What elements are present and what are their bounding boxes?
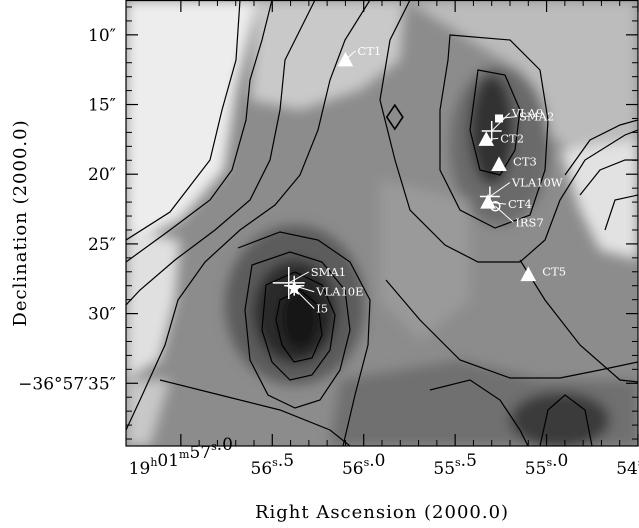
source-irs7: IRS7 [490,201,544,229]
y-tick-label: 30″ [88,305,116,325]
y-tick-label: 15″ [88,96,116,116]
source-leader-line [489,182,511,197]
source-label: CT5 [542,265,566,279]
source-leader-line [293,288,315,309]
source-leader-line [486,137,499,140]
source-label: SMA2 [519,109,554,123]
x-tick-label: 55s.5 [433,451,477,479]
source-label: CT2 [500,131,524,145]
source-label: CT3 [513,154,537,168]
x-axis-title: Right Ascension (2000.0) [255,502,509,523]
source-label: SMA1 [311,265,346,279]
source-sma2: SMA2 [495,109,554,123]
source-label: VLA9 [511,106,544,120]
source-label: VLA10W [511,176,563,190]
source-label: CT4 [508,197,532,211]
circle-marker [490,201,501,212]
source-leader-line [288,271,309,284]
y-tick-label: 25″ [88,235,116,255]
source-ct2: CT2 [478,131,524,146]
y-tick-label: −36°57′35″ [18,374,116,394]
triangle-marker [520,266,537,282]
source-sma1: SMA1 [272,265,346,299]
source-leader-line [498,115,518,119]
y-tick-label: 20″ [88,165,116,185]
star-marker [286,280,302,295]
intensity-map [126,0,638,446]
source-leader-line [488,201,507,205]
y-tick-label: 10″ [88,26,116,46]
source-leader-line [345,50,356,61]
axis-ticks [126,0,639,446]
x-tick-labels: 19h01m57s.0 56s.5 56s.0 55s.5 55s.0 54s.5 [129,435,639,479]
source-label: IRS7 [515,215,543,229]
triangle-marker [491,156,507,171]
y-tick-labels: 10″ 15″ 20″ 25″ 30″ −36°57′35″ [18,26,116,394]
x-tick-label: 19h01m57s.0 [129,435,233,479]
source-label: CT1 [357,44,381,58]
x-tick-label: 54s.5 [616,451,639,479]
source-leader-line [495,205,514,223]
x-tick-label: 55s.0 [525,451,569,479]
source-i5: I5 [286,280,328,316]
y-axis-title: Declination (2000.0) [10,119,31,326]
reference-diamond [385,103,404,131]
x-tick-label: 56s.5 [251,451,295,479]
source-ct1: CT1 [337,44,381,67]
source-ct3: CT3 [491,154,537,171]
source-ct5: CT5 [520,265,566,282]
x-tick-label: 56s.0 [342,451,386,479]
source-label: VLA10E [315,285,363,299]
contour-lines [126,0,638,446]
source-label: I5 [316,302,328,316]
